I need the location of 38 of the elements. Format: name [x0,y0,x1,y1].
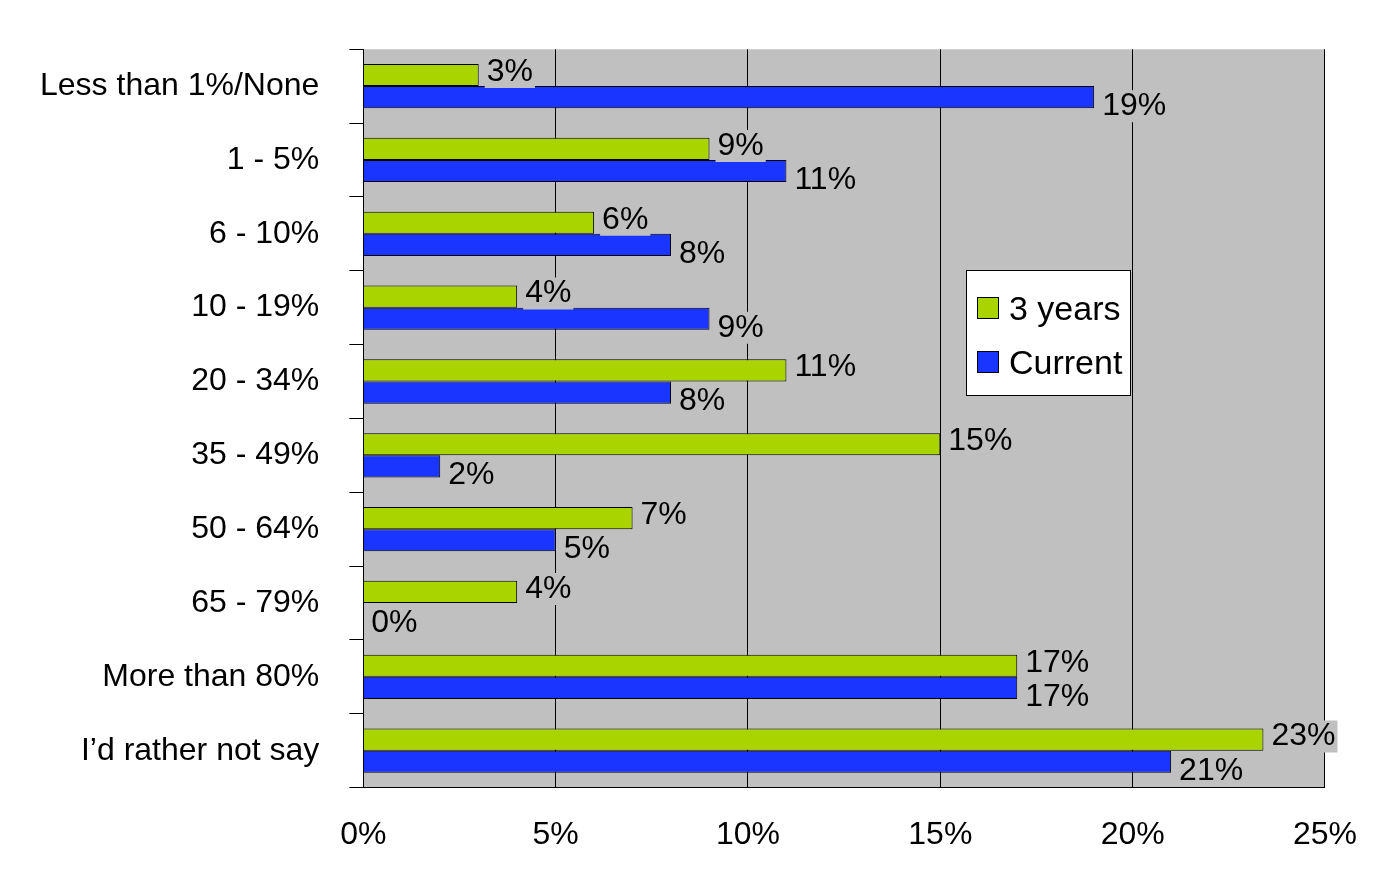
legend-label: 3 years [1009,288,1121,328]
x-tick-label: 15% [908,814,973,851]
data-label: 4% [525,568,572,605]
y-tick-label: I’d rather not say [80,730,320,767]
y-tick-label: More than 80% [102,656,320,693]
x-tick-label: 0% [340,814,387,851]
y-tick-label: 50 - 64% [191,508,320,545]
data-label: 9% [717,307,764,344]
data-label: 6% [602,199,649,236]
data-label: 11% [794,347,857,384]
y-tick-label: 65 - 79% [191,582,320,619]
data-label: 21% [1179,750,1244,787]
x-tick-label: 25% [1292,814,1357,851]
data-label: 0% [371,602,418,639]
x-tick-label: 10% [715,814,780,851]
data-label: 17% [1025,676,1090,713]
x-tick-label: 20% [1100,814,1165,851]
y-tick-label: 35 - 49% [191,435,320,472]
x-tick-label: 5% [532,814,579,851]
data-label: 3% [486,51,533,88]
y-tick-label: 10 - 19% [191,287,320,324]
data-label: 17% [1025,642,1090,679]
data-label: 8% [679,233,726,270]
data-label: 9% [717,125,764,162]
y-tick-label: Less than 1%/None [40,65,320,102]
y-tick-label: 6 - 10% [209,213,320,250]
data-label: 23% [1271,716,1336,753]
data-label: 11% [794,159,857,196]
data-label: 5% [563,529,610,566]
legend-label: Current [1009,342,1123,382]
data-label: 19% [1102,86,1167,123]
y-tick-label: 20 - 34% [191,361,320,398]
data-label: 4% [525,273,572,310]
data-label: 7% [640,494,687,531]
y-tick-label: 1 - 5% [226,139,320,176]
data-label: 15% [948,421,1013,458]
data-label: 8% [679,381,726,418]
data-label: 2% [448,455,495,492]
